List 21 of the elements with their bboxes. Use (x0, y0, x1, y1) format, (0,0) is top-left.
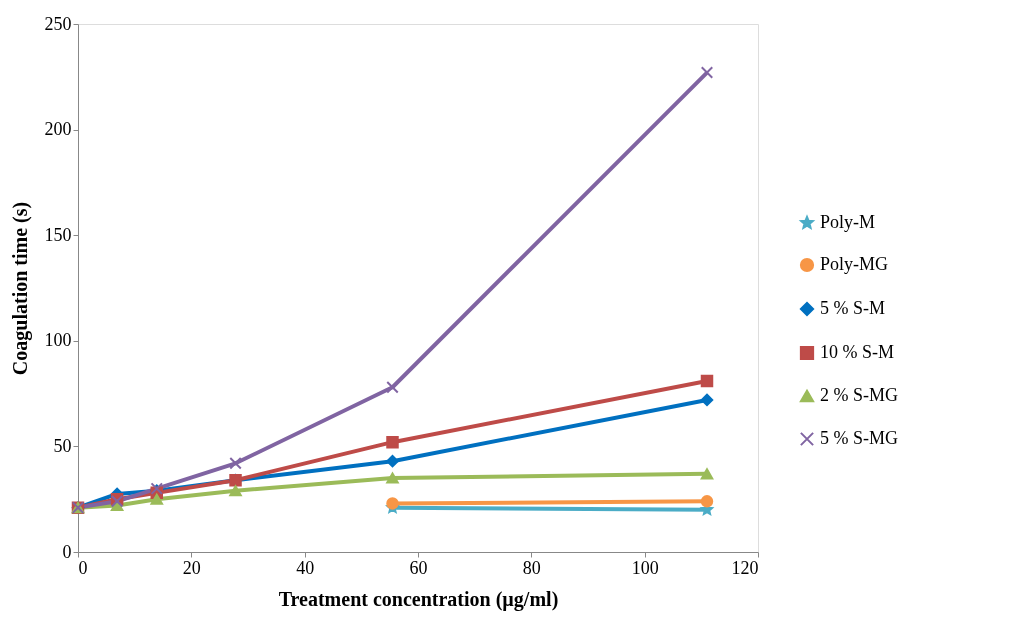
x-tick-label: 0 (78, 557, 88, 578)
legend-label: 2 % S-MG (820, 385, 899, 405)
x-tick-label: 100 (631, 557, 659, 578)
legend-label: 5 % S-M (820, 298, 886, 318)
y-tick-label: 150 (44, 224, 72, 245)
legend-label: 5 % S-MG (820, 428, 899, 448)
legend-label: Poly-M (820, 212, 876, 232)
x-tick-label: 80 (522, 557, 541, 578)
x-tick-label: 60 (409, 557, 428, 578)
legend-label: Poly-MG (820, 254, 889, 274)
y-tick-label: 250 (44, 13, 72, 34)
x-tick-label: 40 (296, 557, 315, 578)
y-tick-label: 50 (53, 435, 72, 456)
y-tick-label: 100 (44, 330, 72, 351)
y-tick-label: 200 (44, 119, 72, 140)
x-tick-label: 20 (182, 557, 201, 578)
x-axis-title: Treatment concentration (µg/ml) (278, 587, 559, 611)
x-tick-label: 120 (731, 557, 759, 578)
legend-label: 10 % S-M (820, 342, 895, 362)
y-axis-title: Coagulation time (s) (8, 201, 32, 376)
y-tick-label: 0 (62, 541, 72, 562)
